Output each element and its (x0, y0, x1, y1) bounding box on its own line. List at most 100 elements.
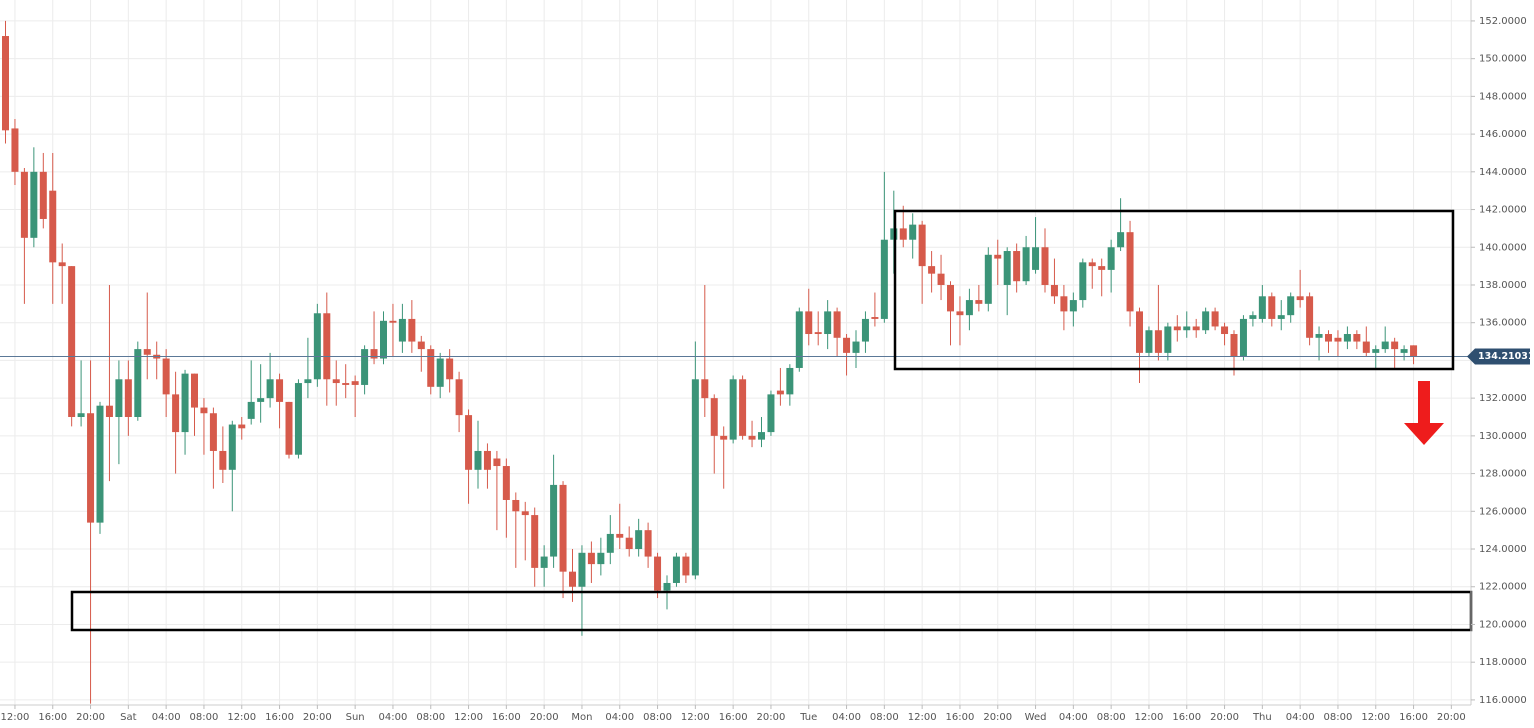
candle-body (852, 341, 860, 353)
y-tick-label: 116.0000 (1479, 695, 1527, 706)
candle-body (739, 379, 747, 436)
x-tick-label: 04:00 (1286, 712, 1315, 723)
candle-body (1211, 311, 1219, 327)
candle-body (1258, 296, 1266, 319)
candle-body (1296, 296, 1304, 301)
candle-body (1154, 330, 1162, 353)
candle-body (644, 530, 652, 557)
candle-body (1069, 300, 1077, 312)
x-tick-label: 08:00 (1097, 712, 1126, 723)
candle-body (1022, 247, 1030, 282)
candle-body (332, 379, 340, 384)
candle-body (550, 484, 558, 557)
candle-body (635, 530, 643, 550)
candle-body (351, 381, 359, 385)
candle-body (1268, 296, 1276, 319)
candle-body (824, 311, 832, 335)
y-tick-label: 136.0000 (1479, 318, 1527, 329)
x-tick-label: 20:00 (76, 712, 105, 723)
candle-body (181, 373, 189, 433)
candle-body (134, 349, 142, 418)
candle-body (191, 373, 198, 408)
candle-body (909, 224, 917, 240)
down-arrow (1404, 381, 1444, 445)
candle-body (937, 273, 945, 285)
last-price-badge (1467, 348, 1530, 365)
candle-body (380, 320, 387, 359)
candle-body (1060, 296, 1068, 312)
candle-body (304, 379, 312, 384)
candle-body (276, 379, 284, 402)
y-tick-label: 138.0000 (1479, 280, 1527, 291)
y-tick-label: 146.0000 (1479, 129, 1527, 140)
y-tick-label: 126.0000 (1479, 506, 1527, 517)
candle-body (474, 450, 482, 470)
candle-body (1032, 247, 1040, 270)
candle-body (1343, 334, 1351, 342)
candle-body (2, 36, 9, 131)
x-tick-label: 20:00 (1437, 712, 1466, 723)
candle-body (1088, 262, 1096, 267)
candle-body (1145, 330, 1153, 353)
x-tick-label: Sat (120, 712, 136, 723)
candle-body (1221, 326, 1229, 335)
candle-body (672, 556, 680, 583)
candle-body (531, 515, 539, 568)
candle-body (1003, 251, 1011, 285)
candles (0, 20, 1471, 704)
candle-body (11, 128, 19, 172)
candle-body (238, 424, 246, 429)
candle-body (1079, 262, 1087, 301)
candle-body (294, 383, 302, 455)
candle-body (805, 311, 813, 335)
candle-body (49, 190, 57, 263)
candle-body (285, 401, 293, 455)
candle-body (578, 552, 586, 587)
candle-body (493, 458, 501, 467)
candle-body (1041, 247, 1049, 285)
candle-body (748, 435, 756, 440)
x-tick-label: Thu (1252, 712, 1272, 723)
x-tick-label: 04:00 (605, 712, 634, 723)
candle-body (1315, 334, 1323, 338)
candle-body (833, 311, 841, 338)
candle-body (1230, 334, 1238, 357)
candle-body (720, 435, 728, 440)
candle-body (616, 533, 624, 538)
candle-body (786, 367, 794, 395)
candle-body (87, 413, 95, 523)
candle-body (1325, 334, 1332, 342)
candle-body (1353, 334, 1361, 342)
candle-body (96, 405, 104, 523)
candle-body (1013, 251, 1021, 282)
candle-body (871, 317, 879, 319)
x-tick-label: 04:00 (152, 712, 181, 723)
last-price-label: 134.21031 (1478, 351, 1534, 362)
y-tick-label: 142.0000 (1479, 205, 1527, 216)
x-tick-label: Mon (571, 712, 592, 723)
candle-body (68, 266, 76, 418)
candle-body (105, 405, 113, 418)
x-tick-label: 04:00 (832, 712, 861, 723)
candle-body (899, 228, 907, 240)
candle-body (654, 556, 662, 591)
y-tick-label: 152.0000 (1479, 16, 1527, 27)
candle-body (928, 266, 936, 274)
y-tick-label: 140.0000 (1479, 242, 1527, 253)
candle-body (342, 383, 350, 385)
candle-body (323, 313, 331, 380)
x-tick-label: 16:00 (1399, 712, 1428, 723)
candle-body (436, 358, 444, 387)
x-tick-label: 16:00 (265, 712, 294, 723)
grid (0, 0, 1471, 705)
candle-body (1192, 326, 1200, 331)
candle-body (124, 379, 132, 418)
y-tick-label: 118.0000 (1479, 657, 1527, 668)
x-tick-label: 04:00 (1059, 712, 1088, 723)
candle-body (483, 450, 491, 470)
candle-body (30, 171, 38, 238)
candle-body (1164, 326, 1172, 353)
x-tick-label: 12:00 (681, 712, 710, 723)
candle-body (861, 318, 869, 342)
candle-body (1249, 315, 1257, 319)
